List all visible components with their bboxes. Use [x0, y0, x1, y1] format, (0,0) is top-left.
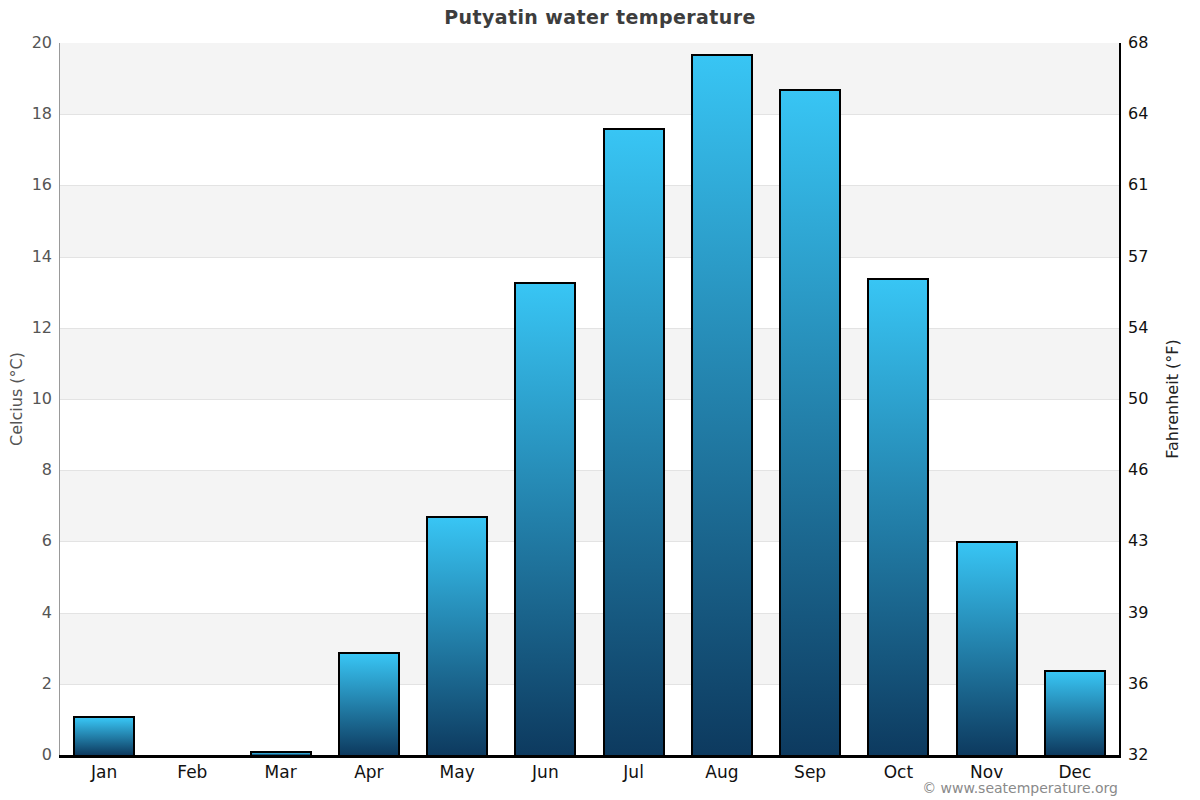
month-label-jan: Jan [60, 762, 149, 782]
month-label-oct: Oct [854, 762, 943, 782]
month-label-apr: Apr [324, 762, 413, 782]
gridline [60, 470, 1120, 471]
fahrenheit-axis-label: Fahrenheit (°F) [1163, 339, 1182, 458]
left-axis-line [59, 43, 60, 758]
month-label-mar: Mar [236, 762, 325, 782]
celsius-tick-label: 0 [6, 745, 52, 765]
plot-band [60, 257, 1120, 328]
celsius-tick-label: 6 [6, 531, 52, 551]
month-label-aug: Aug [677, 762, 766, 782]
plot-band [60, 470, 1120, 541]
month-label-nov: Nov [942, 762, 1031, 782]
celsius-tick-label: 12 [6, 318, 52, 338]
celsius-tick-label: 14 [6, 247, 52, 267]
bar-dec [1044, 670, 1106, 755]
month-label-jul: Jul [589, 762, 678, 782]
fahrenheit-tick-label: 64 [1128, 104, 1148, 124]
fahrenheit-tick-label: 57 [1128, 247, 1148, 267]
celsius-tick-label: 2 [6, 674, 52, 694]
fahrenheit-tick-label: 36 [1128, 674, 1148, 694]
fahrenheit-tick-label: 39 [1128, 603, 1148, 623]
fahrenheit-tick-label: 46 [1128, 460, 1148, 480]
month-label-feb: Feb [148, 762, 237, 782]
chart-title: Putyatin water temperature [0, 6, 1200, 28]
bar-jun [514, 282, 576, 755]
plot-band [60, 399, 1120, 470]
month-label-may: May [413, 762, 502, 782]
plot-band [60, 114, 1120, 185]
bar-oct [867, 278, 929, 755]
bar-apr [338, 652, 400, 755]
bar-jul [603, 128, 665, 755]
celsius-tick-label: 8 [6, 460, 52, 480]
gridline [60, 185, 1120, 186]
x-axis-line [59, 755, 1121, 758]
plot-area [60, 43, 1120, 755]
month-label-dec: Dec [1030, 762, 1119, 782]
celsius-axis-label: Celcius (°C) [7, 352, 26, 446]
gridline [60, 114, 1120, 115]
month-label-jun: Jun [501, 762, 590, 782]
fahrenheit-tick-label: 43 [1128, 531, 1148, 551]
gridline [60, 399, 1120, 400]
plot-band [60, 185, 1120, 256]
fahrenheit-tick-label: 54 [1128, 318, 1148, 338]
plot-band [60, 43, 1120, 114]
bar-sep [779, 89, 841, 755]
celsius-tick-label: 18 [6, 104, 52, 124]
celsius-tick-label: 20 [6, 33, 52, 53]
fahrenheit-tick-label: 50 [1128, 389, 1148, 409]
gridline [60, 257, 1120, 258]
bar-jan [73, 716, 135, 755]
bar-nov [956, 541, 1018, 755]
month-label-sep: Sep [766, 762, 855, 782]
bar-may [426, 516, 488, 755]
fahrenheit-tick-label: 68 [1128, 33, 1148, 53]
plot-band [60, 328, 1120, 399]
celsius-tick-label: 16 [6, 175, 52, 195]
fahrenheit-tick-label: 32 [1128, 745, 1148, 765]
bar-aug [691, 54, 753, 755]
right-axis-line [1119, 43, 1121, 758]
copyright-text: © www.seatemperature.org [922, 780, 1118, 796]
gridline [60, 328, 1120, 329]
celsius-tick-label: 4 [6, 603, 52, 623]
fahrenheit-tick-label: 61 [1128, 175, 1148, 195]
